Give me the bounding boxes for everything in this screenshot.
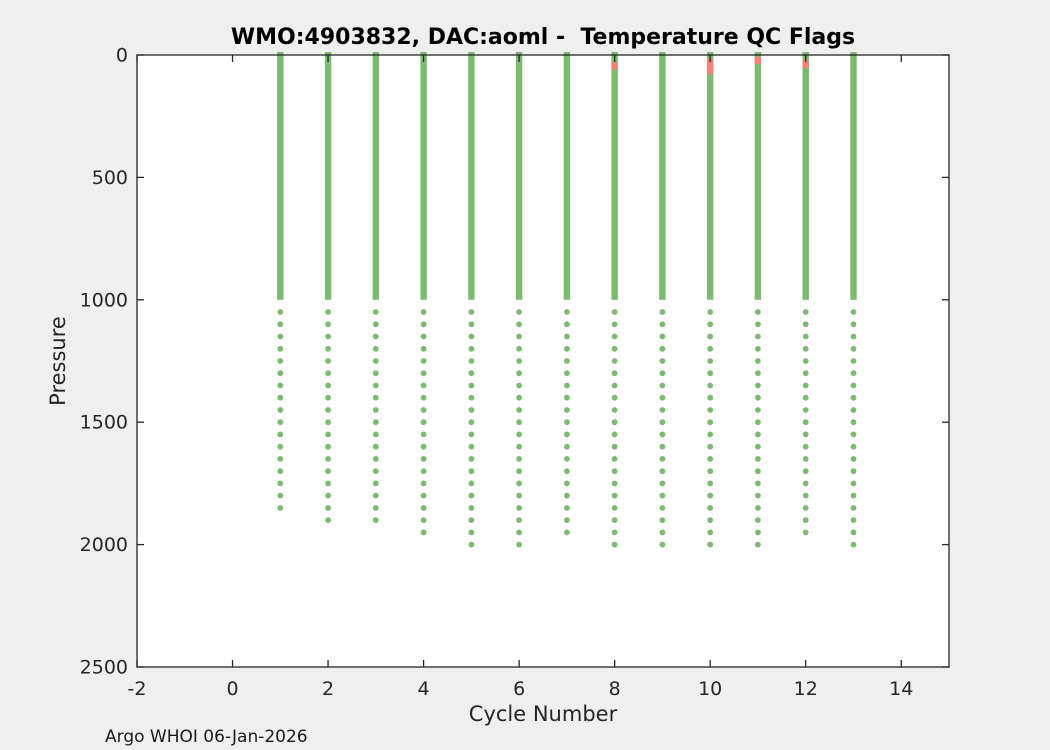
- svg-text:8: 8: [609, 678, 621, 700]
- svg-text:-2: -2: [128, 678, 147, 700]
- svg-text:1500: 1500: [80, 412, 128, 434]
- svg-text:2: 2: [322, 678, 334, 700]
- svg-text:6: 6: [513, 678, 525, 700]
- svg-text:12: 12: [794, 678, 818, 700]
- svg-text:4: 4: [418, 678, 430, 700]
- svg-text:1000: 1000: [80, 289, 128, 311]
- y-axis-label: Pressure: [46, 316, 70, 406]
- svg-text:0: 0: [116, 45, 128, 67]
- chart-title: WMO:4903832, DAC:aoml - Temperature QC F…: [230, 25, 856, 50]
- svg-text:500: 500: [92, 167, 128, 189]
- svg-text:0: 0: [226, 678, 238, 700]
- svg-text:2500: 2500: [80, 657, 128, 679]
- footer-credit: Argo WHOI 06-Jan-2026: [105, 727, 308, 747]
- svg-text:10: 10: [698, 678, 722, 700]
- x-axis-label: Cycle Number: [468, 702, 618, 726]
- svg-text:2000: 2000: [80, 534, 128, 556]
- svg-text:14: 14: [889, 678, 913, 700]
